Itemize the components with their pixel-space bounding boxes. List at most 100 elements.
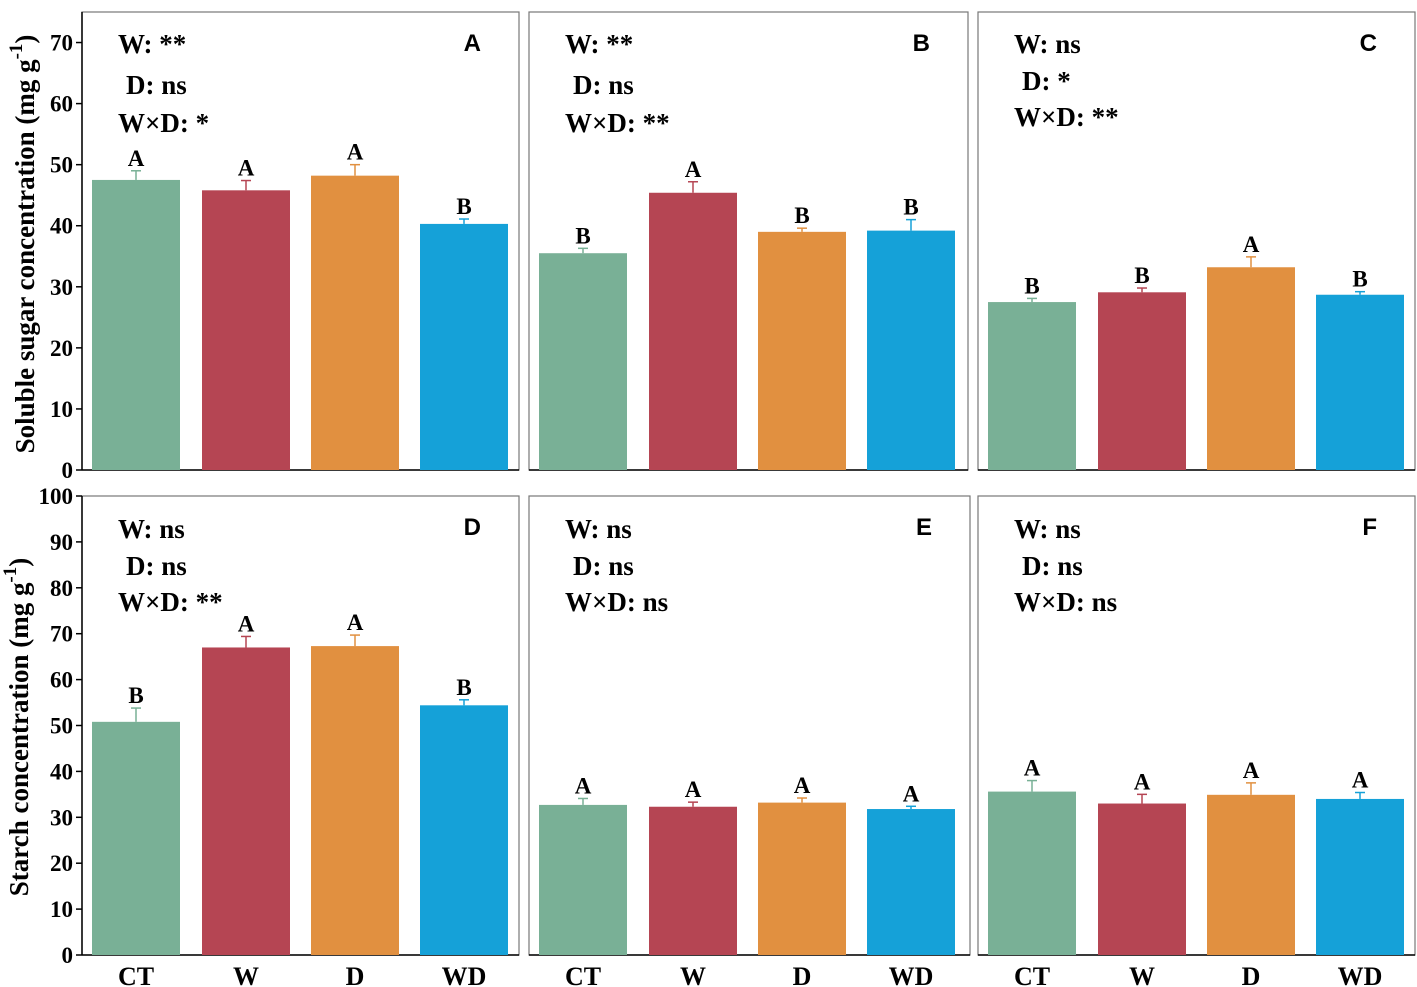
significance-letter: A	[128, 146, 145, 171]
anova-stat-text: D: ns	[573, 551, 634, 581]
bar-d-w	[202, 647, 290, 955]
y-tick-label: 20	[50, 336, 73, 361]
y-tick-label: 30	[50, 805, 73, 830]
significance-letter: A	[685, 157, 702, 182]
bar-d-ct	[92, 721, 180, 955]
anova-stat-text: D: *	[1022, 66, 1071, 96]
significance-letter: A	[1134, 769, 1151, 794]
bar-c-ct	[988, 302, 1076, 470]
x-tick-label: WD	[442, 962, 487, 987]
y-axis-label-soluble-sugar: Soluble sugar concentration (mg g-1)	[6, 35, 40, 454]
anova-stat-text: W: ns	[565, 514, 632, 544]
bar-e-wd	[867, 809, 955, 955]
bar-f-w	[1098, 803, 1186, 955]
anova-stat-text: D: ns	[573, 70, 634, 100]
anova-stat-text: W: **	[565, 29, 633, 59]
y-tick-label: 0	[62, 943, 74, 968]
x-tick-label: CT	[565, 962, 601, 987]
significance-letter: A	[575, 773, 592, 798]
anova-stat-text: W×D: **	[565, 108, 670, 138]
x-tick-label: D	[346, 962, 365, 987]
x-tick-label: WD	[889, 962, 934, 987]
anova-stat-text: D: ns	[126, 70, 187, 100]
x-tick-label: CT	[1014, 962, 1050, 987]
y-tick-label: 70	[50, 31, 73, 56]
y-tick-label: 40	[50, 759, 73, 784]
y-tick-label: 40	[50, 214, 73, 239]
bar-a-w	[202, 190, 290, 470]
significance-letter: A	[1243, 758, 1260, 783]
significance-letter: B	[128, 683, 143, 708]
bar-c-d	[1207, 267, 1295, 470]
significance-letter: A	[1352, 768, 1369, 793]
y-tick-label: 50	[50, 714, 73, 739]
significance-letter: A	[347, 610, 364, 635]
y-tick-label: 100	[39, 484, 74, 509]
significance-letter: A	[1243, 232, 1260, 257]
significance-letter: A	[238, 156, 255, 181]
y-tick-label: 20	[50, 851, 73, 876]
significance-letter: B	[903, 195, 918, 220]
bar-c-w	[1098, 292, 1186, 470]
panel-label-d: D	[464, 514, 481, 541]
y-tick-label: 70	[50, 622, 73, 647]
bar-e-d	[758, 802, 846, 955]
panel-label-f: F	[1362, 514, 1377, 541]
x-tick-label: D	[793, 962, 812, 987]
anova-stat-text: W×D: *	[118, 108, 209, 138]
bar-a-ct	[92, 179, 180, 470]
significance-letter: A	[238, 611, 255, 636]
bar-a-wd	[420, 223, 508, 470]
bar-f-wd	[1316, 798, 1404, 955]
anova-stat-text: W: ns	[118, 514, 185, 544]
y-tick-label: 10	[50, 397, 73, 422]
significance-letter: A	[794, 773, 811, 798]
significance-letter: B	[1352, 267, 1367, 292]
bar-a-d	[311, 175, 399, 470]
y-axis-label-starch: Starch concentration (mg g-1)	[0, 558, 34, 897]
significance-letter: A	[903, 781, 920, 806]
significance-letter: B	[794, 203, 809, 228]
significance-letter: A	[347, 140, 364, 165]
bar-d-wd	[420, 705, 508, 955]
significance-letter: B	[1024, 273, 1039, 298]
anova-stat-text: W×D: **	[1014, 102, 1119, 132]
bar-d-d	[311, 646, 399, 955]
significance-letter: B	[1134, 263, 1149, 288]
bar-b-w	[649, 192, 737, 471]
panel-label-e: E	[916, 514, 932, 541]
panel-label-a: A	[464, 30, 481, 57]
anova-stat-text: D: ns	[1022, 551, 1083, 581]
bar-b-d	[758, 231, 846, 470]
x-tick-label: W	[233, 962, 259, 987]
y-tick-label: 60	[50, 668, 73, 693]
anova-stat-text: W: ns	[1014, 29, 1081, 59]
y-tick-label: 60	[50, 92, 73, 117]
bar-f-ct	[988, 791, 1076, 955]
x-tick-label: WD	[1338, 962, 1383, 987]
significance-letter: A	[685, 777, 702, 802]
y-tick-label: 80	[50, 576, 73, 601]
anova-stat-text: D: ns	[126, 551, 187, 581]
x-tick-label: CT	[118, 962, 154, 987]
panel-label-b: B	[913, 30, 930, 57]
significance-letter: B	[456, 675, 471, 700]
anova-stat-text: W×D: ns	[565, 587, 668, 617]
y-tick-label: 30	[50, 275, 73, 300]
anova-stat-text: W×D: ns	[1014, 587, 1117, 617]
significance-letter: B	[456, 194, 471, 219]
bar-e-ct	[539, 804, 627, 955]
panel-label-c: C	[1360, 30, 1377, 57]
bar-b-ct	[539, 253, 627, 470]
anova-stat-text: W: **	[118, 29, 186, 59]
bar-e-w	[649, 806, 737, 955]
bar-c-wd	[1316, 294, 1404, 470]
y-tick-label: 0	[62, 458, 74, 483]
significance-letter: A	[1024, 756, 1041, 781]
anova-stat-text: W: ns	[1014, 514, 1081, 544]
x-tick-label: W	[1129, 962, 1155, 987]
bar-b-wd	[867, 230, 955, 470]
y-tick-label: 10	[50, 897, 73, 922]
anova-stat-text: W×D: **	[118, 587, 223, 617]
